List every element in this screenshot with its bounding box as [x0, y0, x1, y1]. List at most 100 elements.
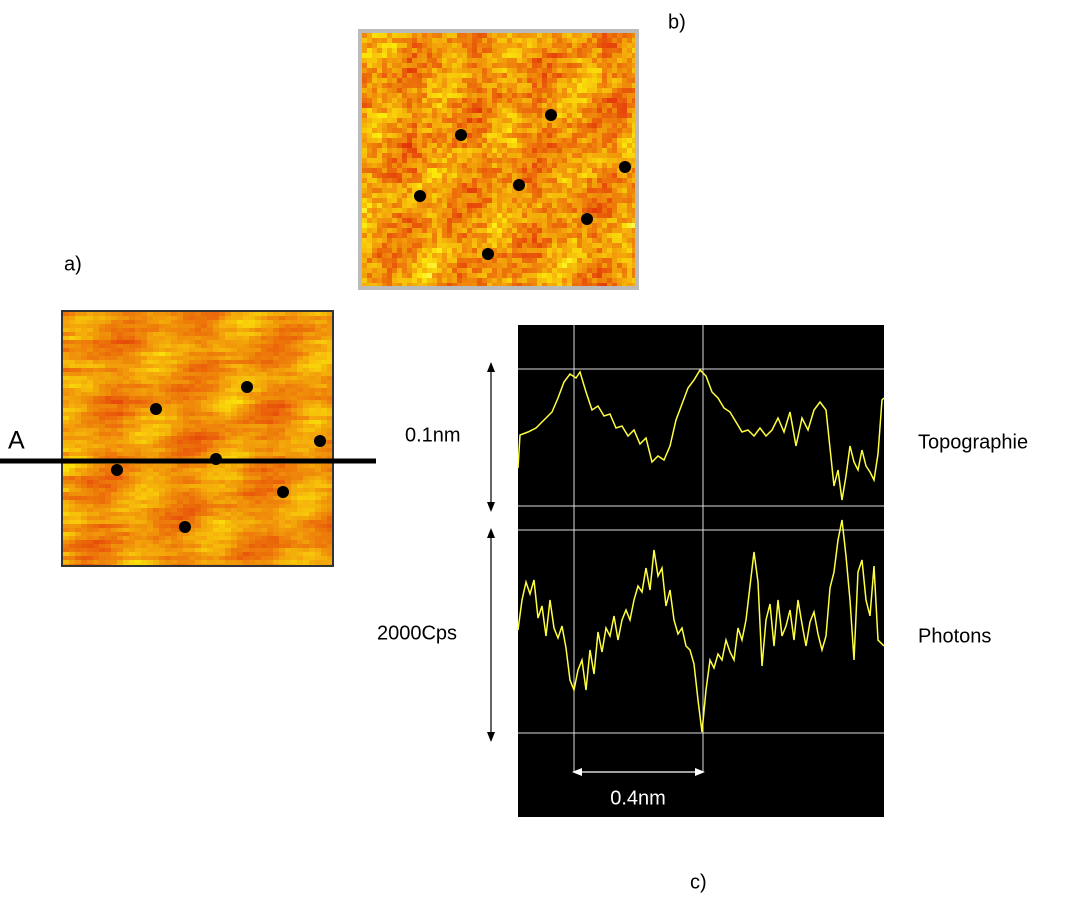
pixel	[207, 320, 213, 324]
pixel	[285, 380, 291, 384]
pixel	[309, 448, 315, 452]
pixel	[117, 416, 123, 420]
pixel	[177, 364, 183, 368]
pixel	[141, 400, 147, 404]
pixel	[231, 412, 237, 416]
pixel	[557, 123, 562, 128]
pixel	[159, 412, 165, 416]
pixel	[402, 253, 407, 258]
pixel	[159, 324, 165, 328]
pixel	[291, 484, 297, 488]
pixel	[432, 218, 437, 223]
pixel	[195, 364, 201, 368]
pixel	[397, 173, 402, 178]
pixel	[547, 133, 552, 138]
pixel	[377, 163, 382, 168]
pixel	[562, 103, 567, 108]
pixel	[285, 408, 291, 412]
pixel	[382, 188, 387, 193]
pixel	[557, 33, 562, 38]
pixel	[532, 88, 537, 93]
pixel	[562, 38, 567, 43]
pixel	[512, 133, 517, 138]
pixel	[387, 48, 392, 53]
pixel	[255, 360, 261, 364]
pixel	[617, 128, 622, 133]
pixel	[582, 173, 587, 178]
pixel	[547, 148, 552, 153]
pixel	[362, 253, 367, 258]
pixel	[243, 436, 249, 440]
pixel	[537, 218, 542, 223]
pixel	[452, 173, 457, 178]
pixel	[63, 416, 69, 420]
pixel	[527, 153, 532, 158]
pixel	[557, 243, 562, 248]
pixel	[527, 38, 532, 43]
pixel	[427, 118, 432, 123]
pixel	[129, 356, 135, 360]
pixel	[171, 364, 177, 368]
pixel	[627, 228, 632, 233]
pixel	[562, 243, 567, 248]
pixel	[75, 344, 81, 348]
pixel	[482, 188, 487, 193]
pixel	[467, 83, 472, 88]
pixel	[213, 432, 219, 436]
pixel	[297, 472, 303, 476]
pixel	[522, 228, 527, 233]
pixel	[213, 340, 219, 344]
pixel	[632, 33, 635, 38]
pixel	[502, 238, 507, 243]
pixel	[63, 504, 69, 508]
pixel	[387, 93, 392, 98]
pixel	[367, 183, 372, 188]
pixel	[141, 424, 147, 428]
pixel	[522, 83, 527, 88]
pixel	[447, 248, 452, 253]
pixel	[457, 218, 462, 223]
pixel	[492, 268, 497, 273]
pixel	[87, 316, 93, 320]
pixel	[213, 428, 219, 432]
pixel	[219, 364, 225, 368]
pixel	[69, 448, 75, 452]
pixel	[303, 348, 309, 352]
pixel	[487, 158, 492, 163]
pixel	[452, 113, 457, 118]
pixel	[452, 38, 457, 43]
pixel	[372, 113, 377, 118]
pixel	[129, 368, 135, 372]
pixel	[587, 238, 592, 243]
pixel	[99, 488, 105, 492]
pixel	[597, 263, 602, 268]
pixel	[572, 248, 577, 253]
pixel	[477, 188, 482, 193]
pixel	[597, 218, 602, 223]
pixel	[632, 128, 635, 133]
pixel	[607, 188, 612, 193]
pixel	[147, 324, 153, 328]
pixel	[153, 476, 159, 480]
pixel	[387, 123, 392, 128]
pixel	[249, 468, 255, 472]
pixel	[387, 143, 392, 148]
pixel	[267, 312, 273, 316]
pixel	[367, 238, 372, 243]
pixel	[492, 278, 497, 283]
pixel	[602, 143, 607, 148]
pixel	[81, 336, 87, 340]
pixel	[177, 456, 183, 460]
pixel	[567, 108, 572, 113]
pixel	[462, 223, 467, 228]
pixel	[527, 68, 532, 73]
pixel	[377, 273, 382, 278]
pixel	[402, 158, 407, 163]
pixel	[213, 472, 219, 476]
pixel	[63, 352, 69, 356]
pixel	[472, 213, 477, 218]
pixel	[285, 432, 291, 436]
pixel	[407, 73, 412, 78]
pixel	[147, 412, 153, 416]
pixel	[412, 43, 417, 48]
